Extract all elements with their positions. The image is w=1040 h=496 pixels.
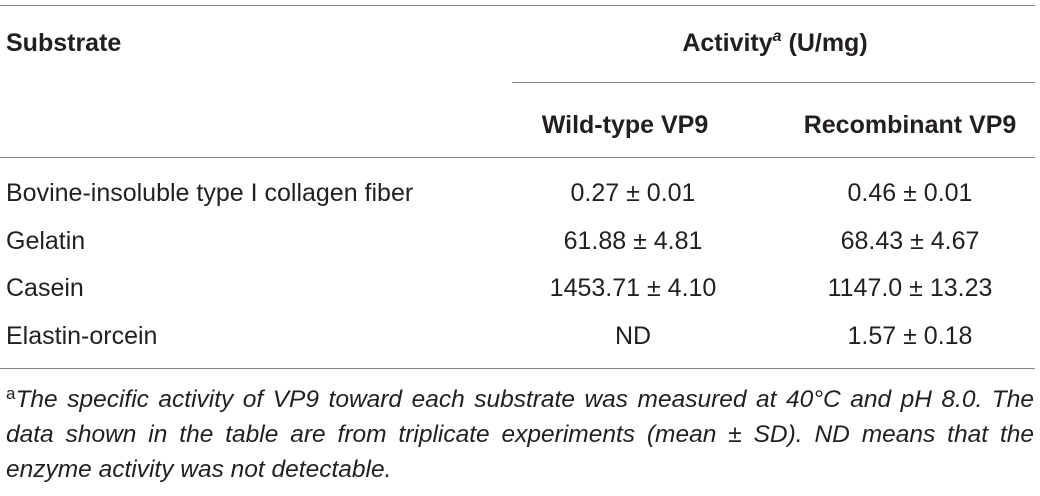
activity-unit: (U/mg)	[788, 29, 868, 57]
column-header: Wild-type VP9	[541, 111, 709, 139]
activity-header: Activitya (U/mg)	[682, 28, 867, 58]
activity-rule	[512, 82, 1035, 83]
substrate-cell: Casein	[6, 274, 84, 303]
footnote: aThe specific activity of VP9 toward eac…	[6, 382, 1034, 487]
top-rule	[0, 5, 1035, 6]
substrate-cell: Gelatin	[6, 226, 86, 255]
substrate-cell: Bovine-insoluble type I collagen fiber	[6, 179, 414, 207]
footnote-marker: a	[6, 384, 16, 403]
activity-label: Activity	[682, 29, 773, 57]
header-rule	[0, 157, 1035, 158]
activity-cell: 1453.71 ± 4.10	[549, 274, 717, 303]
activity-superscript: a	[772, 28, 782, 45]
column-header: Recombinant VP9	[803, 111, 1017, 139]
activity-cell: 68.43 ± 4.67	[840, 226, 980, 255]
activity-cell: ND	[614, 322, 652, 351]
activity-cell: 1147.0 ± 13.23	[827, 274, 993, 303]
bottom-rule	[0, 368, 1035, 369]
activity-cell: 0.46 ± 0.01	[847, 179, 973, 207]
activity-cell: 1.57 ± 0.18	[847, 322, 973, 351]
footnote-text: The specific activity of VP9 toward each…	[6, 386, 1034, 483]
activity-cell: 0.27 ± 0.01	[570, 179, 696, 207]
activity-cell: 61.88 ± 4.81	[563, 226, 703, 255]
substrate-cell: Elastin-orcein	[6, 322, 158, 351]
substrate-header: Substrate	[6, 29, 122, 57]
